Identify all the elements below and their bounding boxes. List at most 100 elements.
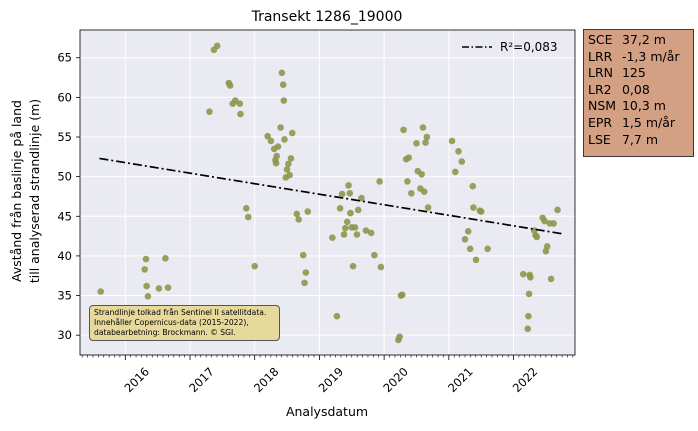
- x-tick-label: 2022: [510, 365, 541, 396]
- data-point: [155, 285, 163, 292]
- stat-value: 37,2 m: [618, 32, 666, 47]
- data-point: [295, 216, 303, 223]
- data-point: [273, 152, 281, 160]
- data-point: [527, 274, 534, 281]
- data-point: [280, 97, 288, 104]
- x-tick-label: 2016: [122, 365, 153, 396]
- stat-key: LRN: [588, 65, 613, 81]
- data-point: [302, 269, 310, 276]
- data-point: [519, 270, 527, 278]
- data-point: [422, 139, 429, 146]
- trend-line: [99, 157, 563, 235]
- x-tick-label: 2020: [380, 365, 411, 396]
- y-tick-label: 35: [57, 289, 72, 303]
- data-point: [278, 69, 286, 77]
- stat-value: 0,08: [618, 81, 650, 97]
- data-point: [244, 213, 252, 221]
- data-point: [242, 205, 250, 212]
- data-point: [272, 159, 280, 167]
- data-point: [346, 189, 354, 197]
- stat-row-lrr: LRR -1,3 m/år: [588, 49, 693, 66]
- plot-area: [80, 30, 575, 355]
- y-tick-label: 30: [57, 328, 72, 342]
- data-point: [541, 217, 548, 225]
- data-point: [420, 188, 428, 196]
- data-point: [277, 124, 284, 131]
- data-point: [371, 251, 378, 259]
- data-point: [547, 275, 555, 283]
- minor-ticks: [81, 355, 574, 358]
- data-point: [550, 220, 557, 227]
- data-point: [279, 81, 287, 88]
- data-point: [543, 243, 551, 250]
- x-ticks: 2016 2017 2018 2019 2020 2021 2022: [122, 355, 541, 396]
- stat-key: LSE: [588, 131, 611, 147]
- data-point: [285, 160, 292, 168]
- data-point: [404, 178, 411, 185]
- y-tick-label: 60: [57, 90, 72, 104]
- legend-line-icon: [462, 46, 492, 48]
- stat-row-epr: EPR 1,5 m/år: [588, 115, 693, 132]
- note-line: databearbetning: Brockmann. © SGI.: [94, 328, 236, 337]
- data-point: [376, 178, 383, 185]
- data-point: [554, 206, 561, 214]
- data-points: [97, 42, 561, 344]
- data-point: [418, 170, 425, 178]
- data-point: [274, 143, 282, 150]
- data-point: [351, 224, 359, 231]
- y-tick-label: 65: [57, 51, 72, 65]
- data-point: [162, 254, 169, 262]
- data-point: [464, 228, 472, 235]
- data-point: [142, 255, 150, 263]
- stat-key: LR2: [588, 81, 612, 97]
- data-point: [484, 245, 491, 253]
- y-axis-label-line1: Avstånd från baslinje på land: [9, 100, 24, 282]
- data-point: [164, 284, 172, 291]
- y-tick-label: 45: [57, 209, 72, 223]
- data-point: [336, 205, 344, 212]
- data-point: [469, 182, 477, 190]
- data-point: [144, 293, 152, 300]
- stat-key: EPR: [588, 114, 613, 130]
- data-point: [283, 166, 291, 173]
- data-point: [237, 110, 244, 118]
- stat-value: 125: [618, 65, 646, 81]
- data-point: [451, 168, 459, 176]
- data-point: [226, 82, 234, 89]
- data-point: [267, 137, 275, 145]
- data-point: [353, 231, 361, 238]
- data-point: [407, 189, 415, 197]
- data-point: [333, 312, 341, 320]
- data-point: [448, 137, 456, 145]
- x-tick-label: 2021: [445, 365, 476, 396]
- stat-value: -1,3 m/år: [618, 48, 680, 64]
- data-point: [354, 206, 362, 214]
- data-point: [97, 288, 105, 295]
- stat-key: SCE: [588, 32, 613, 47]
- x-tick-label: 2019: [316, 365, 347, 396]
- data-point: [362, 227, 370, 234]
- data-source-note: Strandlinje tolkad från Sentinel II sate…: [89, 305, 280, 341]
- data-point: [458, 158, 466, 165]
- stat-key: NSM: [588, 98, 617, 114]
- y-axis-label-line2: till analyserad strandlinje (m): [27, 99, 42, 283]
- legend: R²=0,083: [460, 40, 558, 54]
- data-point: [472, 256, 480, 264]
- y-tick-label: 40: [57, 249, 72, 263]
- data-point: [251, 262, 259, 270]
- data-point: [288, 129, 296, 137]
- plot-frame: [79, 29, 576, 356]
- data-point: [329, 234, 336, 241]
- data-point: [405, 154, 413, 161]
- data-point: [236, 100, 244, 108]
- data-point: [347, 209, 354, 217]
- data-point: [413, 140, 420, 147]
- data-point: [524, 325, 532, 333]
- data-point: [477, 208, 485, 215]
- stat-key: LRR: [588, 48, 613, 64]
- data-point: [299, 251, 307, 259]
- statistics-box: SCE 37,2 m LRR -1,3 m/år LRN 125 LR2 0,08 NS…: [583, 29, 694, 157]
- stat-value: 10,3 m: [618, 98, 666, 114]
- chart-title: Transekt 1286_19000: [251, 9, 403, 25]
